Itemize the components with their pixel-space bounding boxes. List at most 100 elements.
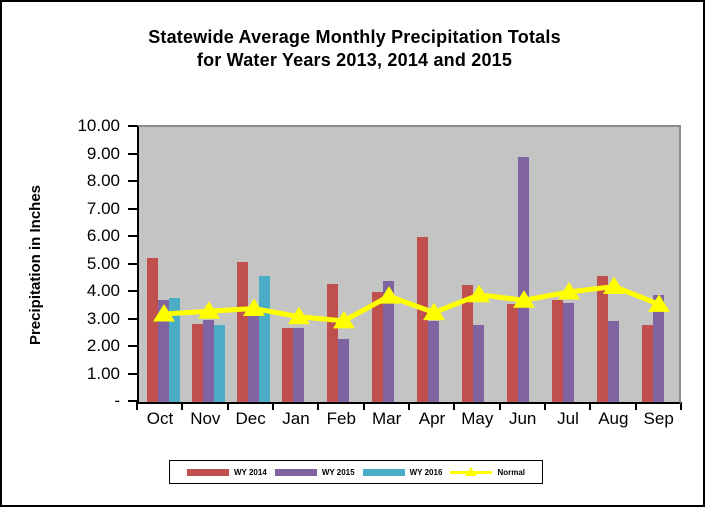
bar-wy2015-aug [607, 320, 619, 402]
y-axis-tick [128, 262, 137, 265]
bar-wy2014-feb [326, 283, 338, 402]
bar-wy2014-mar [371, 292, 383, 402]
y-axis-tick [128, 125, 137, 127]
y-axis-tick [128, 290, 137, 292]
month-label: Jul [557, 409, 579, 428]
x-axis-tick [272, 402, 274, 410]
legend-item-wy2016: WY 2016 [362, 467, 443, 477]
y-tick-label: 4.00 [86, 281, 120, 300]
bar-wy2014-jul [551, 300, 563, 402]
legend-label-wy2014: WY 2014 [234, 467, 267, 477]
legend-swatch-wy2016 [362, 468, 405, 476]
y-axis-tick [128, 372, 137, 375]
x-axis-tick [680, 402, 682, 410]
y-axis-tick [128, 235, 137, 237]
legend-swatch-wy2014 [187, 468, 229, 476]
legend-item-normal: Normal [450, 466, 525, 478]
bar-wy2015-feb [337, 338, 349, 402]
month-label: Mar [372, 409, 402, 428]
bar-wy2015-jan [292, 327, 304, 402]
y-axis-tick [128, 400, 137, 402]
normal-marker-aug [603, 276, 625, 294]
normal-marker-apr [423, 302, 445, 321]
bar-wy2015-sep [652, 294, 664, 402]
y-tick-label: 1.00 [86, 363, 120, 383]
x-axis-tick [362, 402, 365, 410]
y-tick-label: 2.00 [86, 336, 120, 355]
legend: WY 2014 WY 2015 WY 2016 Normal [169, 460, 543, 484]
bar-wy2014-jan [281, 327, 293, 402]
bar-wy2014-apr [416, 237, 428, 402]
y-tick-label: 6.00 [86, 226, 120, 245]
bar-wy2014-jun [506, 304, 518, 402]
month-label: Nov [190, 409, 221, 428]
normal-marker-nov [198, 301, 220, 319]
legend-swatch-normal-line [450, 466, 493, 478]
legend-item-wy2014: WY 2014 [187, 468, 267, 477]
y-tick-label: 9.00 [86, 143, 120, 163]
y-tick-label: - [114, 391, 120, 410]
y-tick-label: 3.00 [86, 308, 120, 328]
bar-wy2015-may [472, 325, 484, 402]
normal-marker-oct [153, 304, 175, 322]
bar-wy2016-dec [258, 275, 270, 402]
month-label: May [461, 409, 494, 428]
month-label: Feb [326, 409, 356, 428]
normal-line [163, 283, 660, 324]
bar-wy2015-mar [382, 281, 394, 402]
y-axis-tick [128, 345, 137, 347]
y-axis-tick [128, 180, 137, 182]
month-label: Dec [235, 409, 266, 428]
plot-inner [139, 127, 679, 402]
normal-marker-jul [558, 282, 580, 300]
chart-title-line2: for Water Years 2013, 2014 and 2015 [196, 50, 513, 70]
bar-wy2015-nov [202, 319, 214, 402]
chart-title-line1: Statewide Average Monthly Precipitation … [148, 27, 561, 47]
x-axis-tick [226, 402, 229, 410]
x-axis-tick [317, 402, 320, 410]
y-tick-label: 10.00 [77, 116, 120, 135]
x-axis-tick [498, 402, 501, 410]
normal-marker-dec [243, 298, 265, 316]
plot-area [137, 125, 681, 404]
y-tick-label: 5.00 [86, 253, 120, 273]
y-axis-tick [128, 152, 137, 155]
y-tick-label: 7.00 [86, 198, 120, 218]
month-label: Apr [418, 409, 446, 428]
bar-wy2014-may [461, 285, 473, 402]
bar-wy2016-nov [213, 325, 225, 402]
bar-wy2014-dec [236, 261, 248, 402]
normal-marker-feb [333, 310, 355, 329]
normal-marker-jun [513, 290, 535, 308]
normal-marker-may [468, 284, 490, 303]
bar-wy2016-oct [168, 297, 180, 402]
bar-wy2015-jun [517, 157, 529, 402]
normal-marker-icon [465, 466, 478, 476]
bar-wy2015-jul [562, 303, 574, 402]
bar-wy2014-sep [641, 325, 653, 402]
legend-item-wy2015: WY 2015 [274, 467, 355, 477]
x-axis-tick [453, 402, 456, 410]
month-label: Aug [598, 409, 629, 428]
chart-title: Statewide Average Monthly Precipitation … [2, 26, 703, 72]
normal-marker-jan [288, 306, 310, 325]
legend-label-wy2016: WY 2016 [409, 467, 443, 477]
x-axis-tick [634, 402, 637, 410]
y-axis-tick [128, 207, 137, 210]
bar-wy2015-oct [157, 300, 169, 402]
legend-swatch-wy2015 [274, 468, 317, 476]
x-axis-tick [408, 402, 410, 410]
bar-wy2014-oct [146, 257, 158, 402]
normal-marker-sep [648, 294, 670, 312]
month-label: Sep [643, 409, 674, 428]
month-label: Jun [508, 409, 537, 428]
bar-wy2014-aug [596, 275, 608, 402]
month-label: Oct [146, 409, 174, 428]
y-axis-tick [128, 317, 137, 320]
bar-wy2014-nov [191, 323, 203, 402]
normal-marker-mar [378, 286, 400, 304]
legend-label-normal: Normal [497, 467, 525, 477]
x-axis-tick [544, 402, 546, 410]
legend-label-wy2015: WY 2015 [321, 467, 355, 477]
